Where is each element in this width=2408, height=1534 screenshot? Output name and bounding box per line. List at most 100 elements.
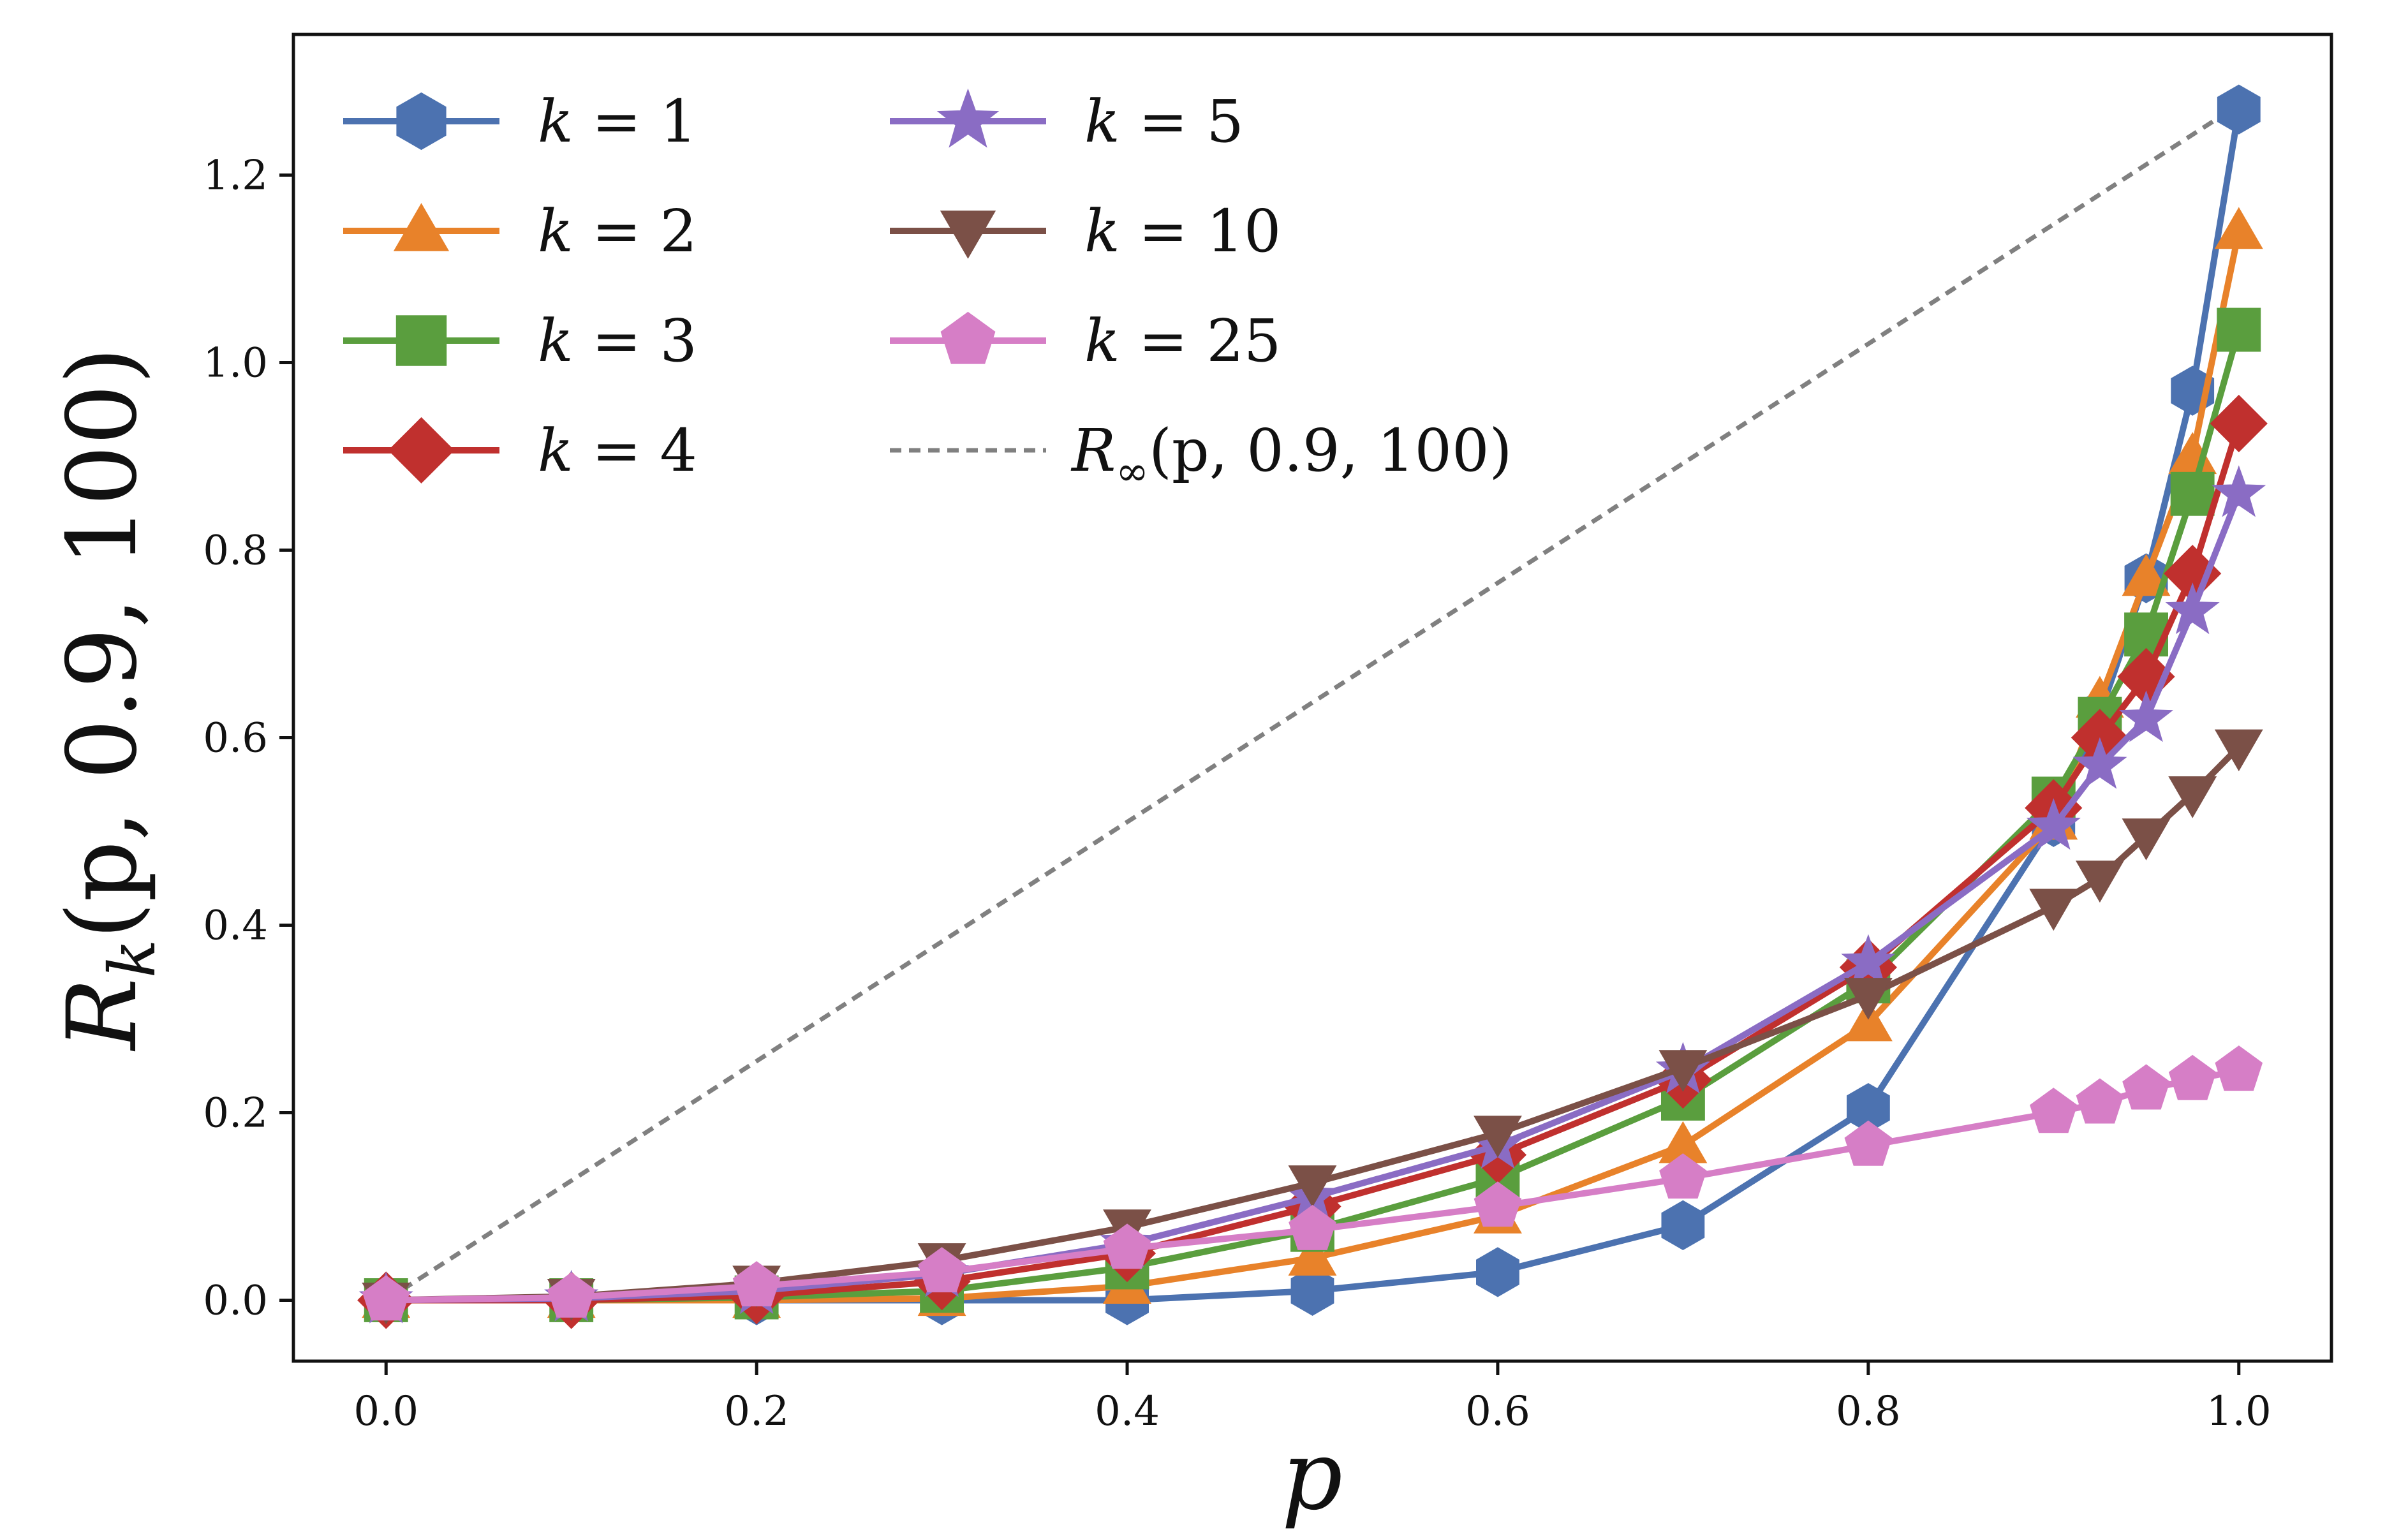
legend-label-k: k [538,197,573,265]
series-k25 [362,1045,2263,1321]
series-line [386,230,2242,1304]
y-tick-label: 0.4 [203,902,268,949]
data-point [1659,1153,1707,1199]
legend-label: k = 3 [538,307,697,375]
x-tick-label: 1.0 [2206,1388,2271,1435]
legend-label-k: k [538,417,573,485]
legend-label-eq: = 2 [573,197,697,265]
data-point [918,1247,966,1293]
data-point [2214,729,2263,772]
series-layer [357,84,2268,1329]
data-point [732,1261,781,1307]
data-point [2026,798,2081,850]
legend-marker [936,88,1000,148]
data-point [2212,465,2266,517]
data-point [2165,582,2220,635]
legend-marker [396,92,447,151]
data-point [2122,818,2171,860]
x-axis-label: p [1282,1420,1343,1531]
data-point [1844,1120,1893,1166]
y-tick-label: 0.6 [203,714,268,762]
data-point [2215,1045,2263,1091]
legend-label: k = 10 [1084,197,1281,265]
legend-label-k: k [538,307,573,375]
y-tick-label: 1.2 [203,152,268,199]
data-point [1843,999,1893,1042]
legend-ref-args: (p, 0.9, 100) [1149,417,1512,485]
legend-label: k = 5 [1084,87,1244,156]
reference-line-layer [385,103,2240,1302]
legend-marker [940,311,996,364]
legend-label: k = 25 [1084,307,1281,375]
data-point [2122,1064,2170,1110]
legend-label: k = 4 [538,417,697,485]
data-point [2168,1054,2217,1100]
x-tick-label: 0.8 [1836,1388,1901,1435]
legend: k = 1k = 2k = 3k = 4k = 5k = 10k = 25R∞(… [343,87,1512,494]
legend-entry-reference: R∞(p, 0.9, 100) [890,417,1512,494]
data-point [2072,737,2127,789]
x-tick-label: 0.2 [724,1388,789,1435]
reference-line-r-inf [385,103,2240,1302]
legend-label-eq: = 5 [1120,87,1244,156]
y-tick-label: 0.8 [203,527,268,574]
legend-entry: k = 2 [343,197,697,265]
data-point [1658,1050,1708,1092]
legend-entry: k = 25 [890,307,1281,375]
legend-marker [393,203,450,251]
data-point [2217,84,2261,135]
x-tick-label: 0.6 [1465,1388,1530,1435]
data-point [2029,889,2078,931]
data-point [2122,554,2171,596]
data-point [2075,860,2124,903]
data-point [1476,1247,1519,1297]
legend-label-eq: = 3 [573,307,697,375]
y-tick-label: 0.2 [203,1089,268,1137]
y-tick-label: 1.0 [203,339,268,387]
data-point [2118,690,2174,742]
data-point [1661,1200,1705,1251]
y-tick-label: 0.0 [203,1277,268,1324]
data-point [1288,1165,1337,1207]
legend-label-eq: = 25 [1120,307,1282,375]
data-point [1843,978,1893,1020]
legend-label-k: k [538,87,573,156]
data-point [1289,1204,1336,1250]
legend-marker [388,417,455,484]
legend-entry: k = 10 [890,197,1281,265]
axes-layer: 0.0 0.2 0.4 0.6 0.8 1.0 0.0 0.2 0.4 0.6 0.8 1.0 1.2 [203,152,2271,1435]
data-point [2168,776,2217,818]
y-axis-label-main: R [47,978,158,1052]
legend-label-k: k [1084,197,1120,265]
legend-label: k = 1 [538,87,697,156]
data-point [1474,1116,1522,1158]
legend-entry: k = 5 [890,87,1244,156]
legend-entry: k = 4 [343,417,697,485]
data-point [362,1275,410,1321]
data-point [2217,307,2261,352]
legend-label: R∞(p, 0.9, 100) [1070,417,1512,494]
data-point [2214,207,2263,249]
y-axis-label: Rk(p, 0.9, 100) [47,347,170,1052]
data-point [2210,394,2268,453]
legend-label: k = 2 [538,197,697,265]
data-point [547,1272,595,1318]
data-point [1847,1082,1890,1133]
data-point [1288,1234,1337,1276]
legend-label-eq: = 1 [573,87,697,156]
data-point [2076,1078,2124,1124]
data-point [1474,1181,1522,1227]
legend-marker [395,315,447,366]
y-axis-label-args: (p, 0.9, 100) [47,347,158,940]
legend-ref-sub: ∞ [1116,448,1149,494]
data-point [2030,1088,2078,1133]
legend-marker [940,210,996,259]
data-point [1103,1223,1151,1269]
y-axis-label-sub: k [95,940,170,978]
legend-label-eq: = 4 [573,417,697,485]
legend-label-eq: = 10 [1120,197,1282,265]
legend-entry: k = 3 [343,307,697,375]
data-point [2170,471,2215,516]
legend-label-k: k [1084,87,1120,156]
